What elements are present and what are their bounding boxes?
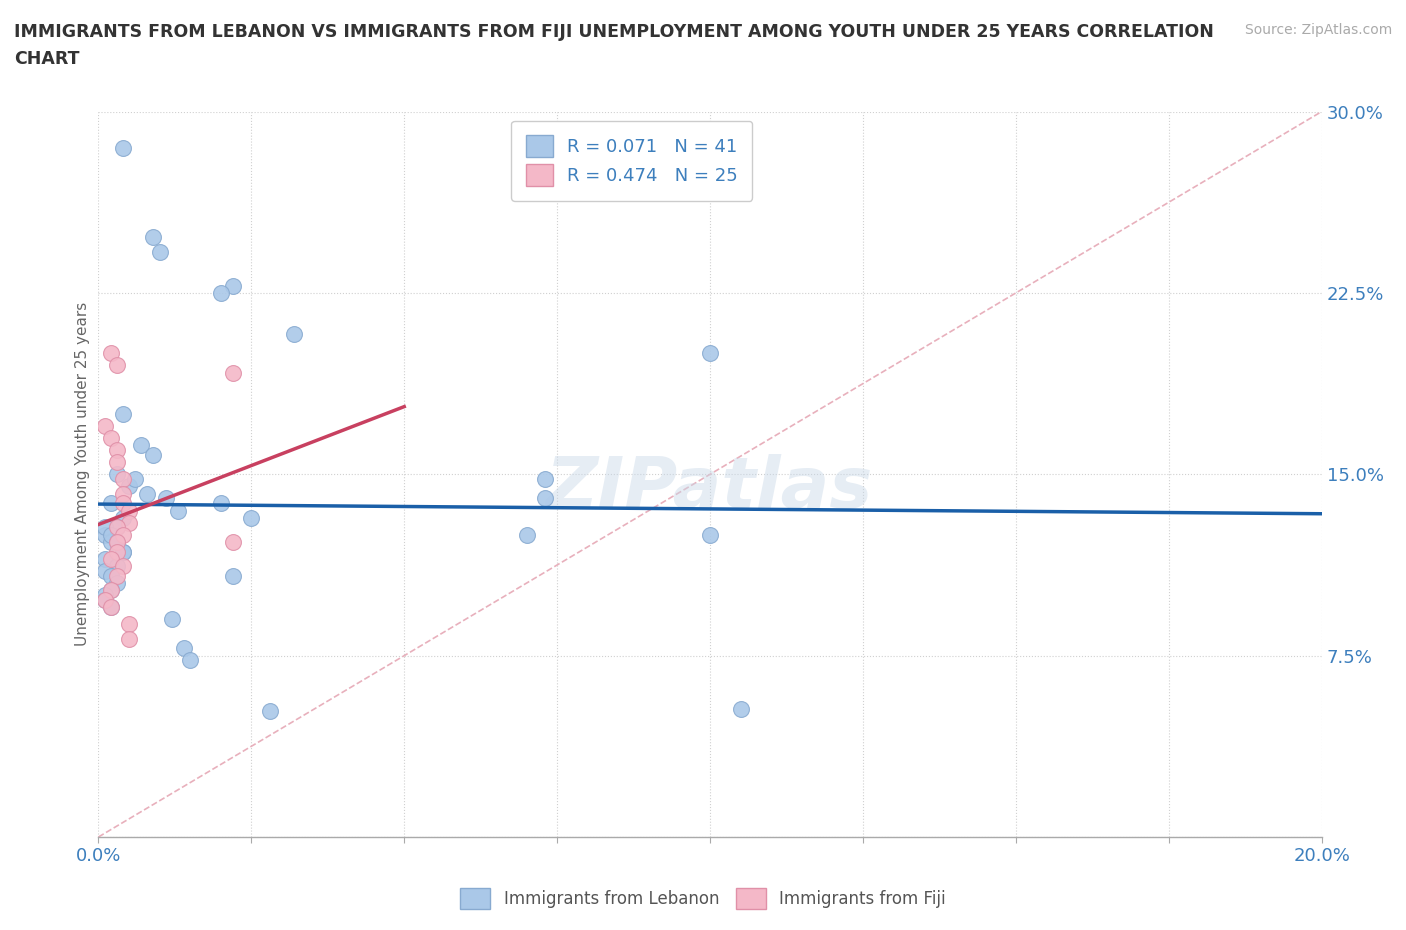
Point xyxy=(167,503,190,518)
Point xyxy=(111,496,134,511)
Point xyxy=(93,520,115,535)
Point xyxy=(118,503,141,518)
Point xyxy=(222,278,245,293)
Point xyxy=(118,479,141,494)
Point xyxy=(93,592,115,607)
Y-axis label: Unemployment Among Youth under 25 years: Unemployment Among Youth under 25 years xyxy=(75,302,90,646)
Point xyxy=(93,588,115,603)
Point xyxy=(699,527,721,542)
Point xyxy=(111,559,134,574)
Point xyxy=(105,358,128,373)
Point xyxy=(100,496,122,511)
Point xyxy=(100,535,122,550)
Point xyxy=(173,641,195,656)
Point xyxy=(93,527,115,542)
Point xyxy=(209,496,232,511)
Point xyxy=(155,491,177,506)
Point xyxy=(142,447,165,462)
Text: IMMIGRANTS FROM LEBANON VS IMMIGRANTS FROM FIJI UNEMPLOYMENT AMONG YOUTH UNDER 2: IMMIGRANTS FROM LEBANON VS IMMIGRANTS FR… xyxy=(14,23,1213,68)
Point xyxy=(100,346,122,361)
Point xyxy=(222,535,245,550)
Point xyxy=(129,438,152,453)
Point xyxy=(105,443,128,458)
Text: ZIPatlas: ZIPatlas xyxy=(547,455,873,524)
Point xyxy=(105,535,128,550)
Point xyxy=(149,245,172,259)
Point xyxy=(93,551,115,566)
Point xyxy=(105,520,128,535)
Point xyxy=(93,564,115,578)
Point xyxy=(111,140,134,155)
Point xyxy=(283,326,305,341)
Point xyxy=(111,406,134,421)
Point xyxy=(118,515,141,530)
Point xyxy=(222,568,245,583)
Point xyxy=(100,568,122,583)
Point xyxy=(222,365,245,380)
Point xyxy=(100,600,122,615)
Point xyxy=(93,418,115,433)
Point xyxy=(160,612,183,627)
Point xyxy=(124,472,146,486)
Point xyxy=(111,544,134,559)
Point xyxy=(142,230,165,245)
Point xyxy=(179,653,201,668)
Point xyxy=(105,576,128,591)
Point xyxy=(118,631,141,646)
Point xyxy=(100,600,122,615)
Point xyxy=(111,527,134,542)
Point xyxy=(259,704,281,719)
Point xyxy=(111,472,134,486)
Point xyxy=(105,568,128,583)
Point xyxy=(516,527,538,542)
Point xyxy=(111,544,134,559)
Point xyxy=(105,559,128,574)
Point xyxy=(209,286,232,300)
Point xyxy=(534,491,557,506)
Point xyxy=(100,583,122,598)
Point xyxy=(111,511,134,525)
Point xyxy=(730,701,752,716)
Text: Source: ZipAtlas.com: Source: ZipAtlas.com xyxy=(1244,23,1392,37)
Point xyxy=(100,431,122,445)
Point xyxy=(105,544,128,559)
Point xyxy=(699,346,721,361)
Point xyxy=(105,455,128,470)
Point xyxy=(111,486,134,501)
Legend: R = 0.071   N = 41, R = 0.474   N = 25: R = 0.071 N = 41, R = 0.474 N = 25 xyxy=(512,121,752,201)
Point xyxy=(100,527,122,542)
Point xyxy=(100,551,122,566)
Legend: Immigrants from Lebanon, Immigrants from Fiji: Immigrants from Lebanon, Immigrants from… xyxy=(451,880,955,917)
Point xyxy=(93,592,115,607)
Point xyxy=(105,520,128,535)
Point xyxy=(100,583,122,598)
Point xyxy=(534,472,557,486)
Point xyxy=(105,535,128,550)
Point xyxy=(240,511,263,525)
Point xyxy=(105,467,128,482)
Point xyxy=(136,486,159,501)
Point xyxy=(118,617,141,631)
